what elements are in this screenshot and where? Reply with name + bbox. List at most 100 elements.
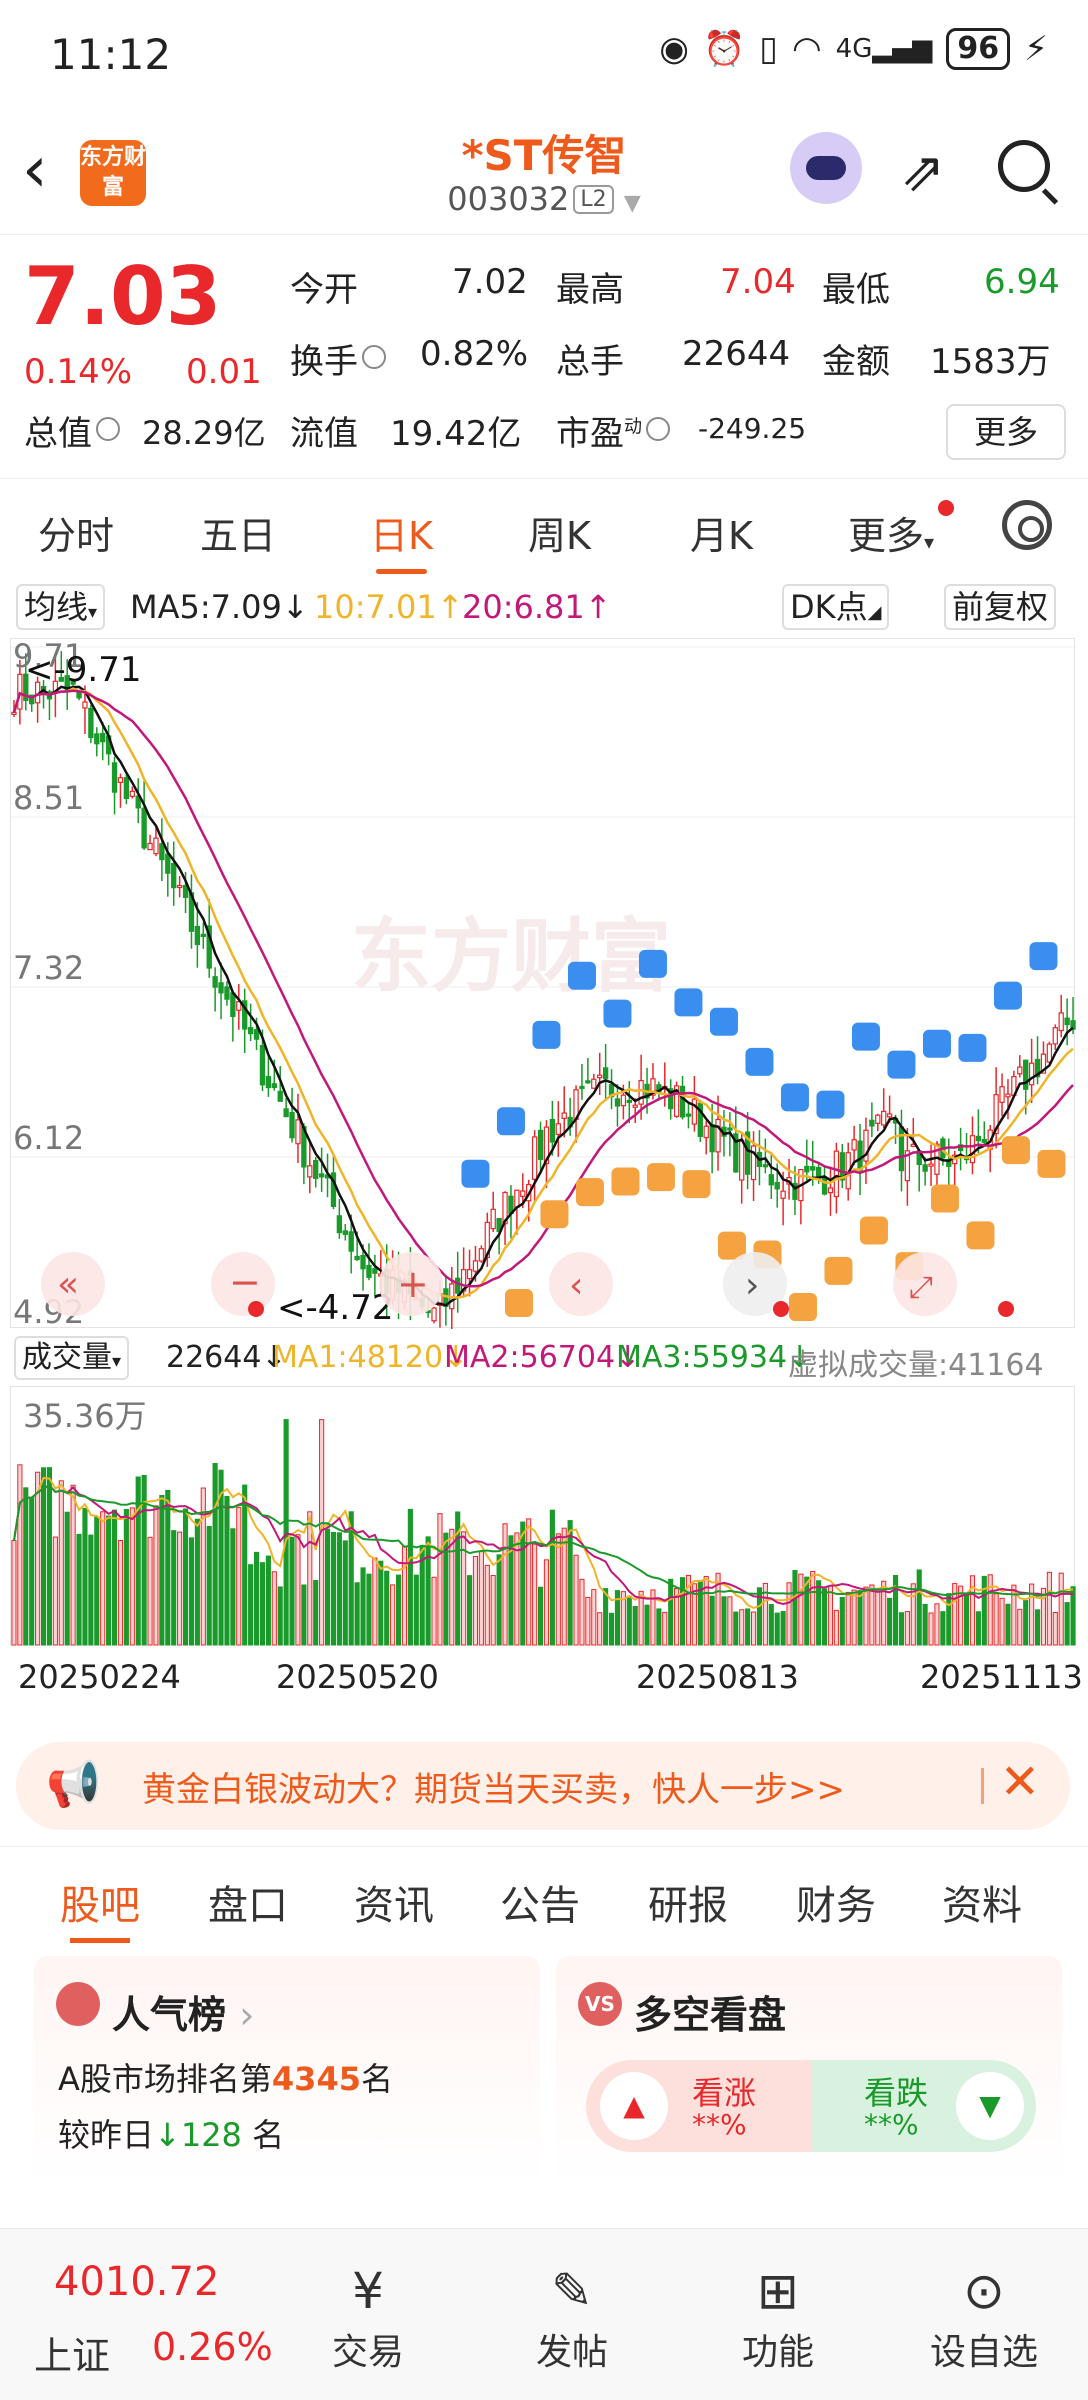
stock-code[interactable]: 003032 L2 ▼ — [447, 180, 641, 218]
nav-trade[interactable]: ¥ 交易 — [298, 2259, 438, 2375]
volume-bar — [904, 1611, 910, 1646]
sell-marker — [532, 1020, 561, 1049]
candle-body — [111, 762, 118, 793]
candle-body — [330, 1172, 337, 1208]
volume-bar — [46, 1467, 53, 1646]
share-icon[interactable]: ⇗ — [900, 140, 946, 203]
volume-bar — [679, 1577, 686, 1646]
volume-bar — [579, 1578, 585, 1646]
volume-bar — [768, 1603, 774, 1646]
volume-bar — [561, 1527, 567, 1646]
back-chevron-icon[interactable]: ‹ — [22, 133, 48, 207]
dk-point-selector[interactable]: DK点◢ — [782, 584, 890, 630]
zoom-out-button[interactable] — [211, 1252, 275, 1316]
nav-add-watchlist[interactable]: ⊙ 设自选 — [914, 2259, 1054, 2375]
more-quote-button[interactable]: 更多 — [946, 404, 1066, 460]
vibrate-icon: ▯ — [759, 29, 778, 69]
bullish-button[interactable]: ▲ 看涨 **% — [586, 2060, 812, 2152]
sentiment-card[interactable]: VS 多空看盘 ▲ 看涨 **% 看跌 **% ▼ — [556, 1956, 1062, 2186]
candle-body — [597, 1074, 603, 1079]
volume-bar — [407, 1508, 413, 1646]
tab-profile[interactable]: 资料 — [942, 1883, 1022, 1929]
adjust-selector[interactable]: 前复权 — [944, 584, 1057, 630]
volume-value: 22644 — [682, 334, 791, 374]
scroll-left-fast-button[interactable] — [41, 1252, 105, 1316]
volume-bar — [721, 1596, 727, 1646]
nav-functions[interactable]: ⊞ 功能 — [708, 2259, 848, 2375]
tab-guba[interactable]: 股吧 — [60, 1873, 140, 1943]
tab-more[interactable]: 更多▾ — [848, 514, 935, 558]
tab-research[interactable]: 研报 — [648, 1883, 728, 1929]
tab-announcements[interactable]: 公告 — [500, 1883, 580, 1929]
popularity-card[interactable]: 人气榜 › A股市场排名第4345名 较昨日↓128 名 — [34, 1956, 540, 2186]
candle-body — [318, 1173, 325, 1178]
tab-finance[interactable]: 财务 — [796, 1883, 876, 1929]
info-icon[interactable] — [646, 417, 670, 441]
volume-bar — [750, 1611, 757, 1646]
index-value[interactable]: 4010.72 — [54, 2259, 220, 2305]
candle-body — [117, 777, 124, 783]
nav-post[interactable]: ✎ 发帖 — [502, 2259, 642, 2375]
triangle-down-icon: ▼ — [956, 2072, 1024, 2140]
buy-marker — [859, 1216, 888, 1245]
turnover-label: 换手 — [290, 334, 390, 383]
low-annotation: <-4.72 — [277, 1288, 393, 1328]
volume-selector[interactable]: 成交量▾ — [14, 1336, 130, 1380]
candle-body — [176, 884, 183, 889]
promo-banner[interactable]: 📢 黄金白银波动大？期货当天买卖，快人一步>> ✕ — [16, 1742, 1070, 1830]
candle-body — [336, 1215, 343, 1234]
candle-body — [886, 1113, 893, 1118]
volume-bar — [35, 1471, 41, 1646]
candle-body — [348, 1231, 354, 1252]
candle-body — [372, 1268, 378, 1274]
volume-bar — [342, 1540, 348, 1646]
volume-bar — [1011, 1584, 1017, 1646]
search-icon[interactable] — [998, 140, 1050, 192]
candle-body — [247, 1027, 254, 1035]
volume-bar — [626, 1595, 632, 1646]
tab-daily-k[interactable]: 日K — [370, 505, 433, 574]
gear-icon[interactable] — [1002, 500, 1052, 550]
tab-weekly-k[interactable]: 周K — [528, 514, 591, 558]
assistant-robot-icon[interactable] — [790, 132, 862, 204]
tab-pankou[interactable]: 盘口 — [208, 1883, 288, 1929]
candle-body — [679, 1085, 686, 1118]
candle-body — [17, 673, 23, 710]
kline-chart[interactable]: 东方财富 9.71 8.51 7.32 6.12 4.92 <-9.71 <-4… — [10, 637, 1076, 1362]
volume-bar — [792, 1570, 798, 1646]
double-chevron-left-icon: « — [57, 1264, 79, 1305]
tab-monthly-k[interactable]: 月K — [690, 514, 753, 558]
volume-bar — [762, 1582, 768, 1646]
scroll-right-button[interactable] — [723, 1252, 787, 1316]
tab-five-day[interactable]: 五日 — [200, 514, 277, 558]
info-icon[interactable] — [362, 345, 386, 369]
banner-text: 黄金白银波动大？期货当天买卖，快人一步>> — [142, 1770, 845, 1810]
index-change[interactable]: 0.26% — [152, 2325, 273, 2369]
candle-body — [762, 1164, 769, 1168]
buy-marker — [1037, 1149, 1066, 1178]
close-icon[interactable]: ✕ — [999, 1754, 1040, 1810]
candle-body — [602, 1067, 609, 1080]
volume-bar — [64, 1511, 70, 1646]
bearish-button[interactable]: 看跌 **% ▼ — [812, 2060, 1036, 2152]
chevron-right-icon: › — [745, 1265, 759, 1306]
change-amount: 0.01 — [186, 352, 262, 392]
mcap-value: 28.29亿 — [142, 414, 266, 452]
marker-dot — [773, 1301, 789, 1317]
volume-bar — [478, 1551, 484, 1646]
bearish-label: 看跌 — [864, 2074, 929, 2112]
ma-selector[interactable]: 均线▾ — [16, 584, 106, 630]
fullscreen-button[interactable] — [893, 1252, 957, 1316]
index-name[interactable]: 上证 — [34, 2334, 111, 2378]
zoom-in-button[interactable] — [379, 1252, 443, 1316]
tab-intraday[interactable]: 分时 — [38, 514, 115, 558]
candle-body — [431, 1307, 437, 1322]
high-label: 最高 — [556, 270, 624, 310]
volume-chart[interactable]: 35.36万 — [10, 1386, 1076, 1646]
candle-body — [70, 681, 76, 685]
info-icon[interactable] — [96, 417, 120, 441]
tab-news[interactable]: 资讯 — [354, 1883, 434, 1929]
triangle-up-icon: ▲ — [600, 2072, 668, 2140]
scroll-left-button[interactable] — [549, 1252, 613, 1316]
stock-name[interactable]: *ST传智 — [461, 131, 627, 180]
